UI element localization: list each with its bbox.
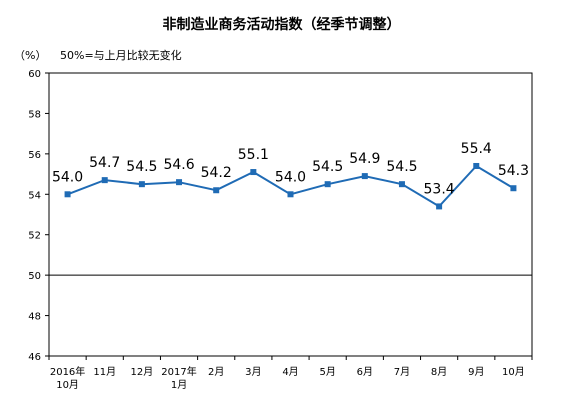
x-tick-label: 9月 — [468, 366, 484, 378]
y-tick-label: 46 — [28, 352, 41, 363]
x-tick-label: 1月 — [171, 379, 187, 391]
x-tick-label: 10月 — [56, 379, 79, 391]
y-tick-label: 50 — [28, 271, 41, 282]
x-tick-label: 8月 — [431, 366, 447, 378]
data-point — [250, 169, 257, 176]
data-label: 54.9 — [349, 151, 380, 167]
x-tick-label: 4月 — [282, 366, 298, 378]
data-point — [64, 191, 71, 198]
data-point — [510, 185, 517, 192]
data-label: 54.5 — [386, 159, 417, 175]
data-point — [361, 173, 368, 180]
data-label: 54.7 — [89, 155, 120, 171]
x-tick-label: 3月 — [245, 366, 261, 378]
y-tick-label: 60 — [28, 69, 41, 80]
data-label: 54.6 — [163, 157, 194, 173]
data-label: 54.2 — [201, 165, 232, 181]
data-label: 55.1 — [238, 147, 269, 163]
y-tick-label: 54 — [28, 190, 41, 201]
data-label: 54.0 — [275, 169, 306, 185]
reference-note: 50%=与上月比较无变化 — [60, 49, 182, 62]
data-point — [176, 179, 183, 186]
data-point — [101, 177, 108, 184]
x-tick-label: 2016年 — [50, 365, 85, 378]
data-label: 54.0 — [52, 169, 83, 185]
data-label: 54.3 — [498, 163, 529, 179]
y-tick-label: 58 — [28, 109, 41, 120]
y-tick-label: 52 — [28, 231, 41, 242]
x-tick-label: 2月 — [208, 366, 224, 378]
x-tick-label: 12月 — [131, 366, 154, 378]
x-tick-label: 5月 — [319, 366, 335, 378]
data-point — [213, 187, 220, 194]
data-point — [473, 162, 480, 169]
x-tick-label: 6月 — [357, 366, 373, 378]
data-point — [398, 181, 405, 188]
plot-frame — [48, 72, 533, 357]
y-axis-unit: （%） — [14, 49, 47, 62]
x-tick-label: 11月 — [93, 366, 116, 378]
chart-title: 非制造业商务活动指数（经季节调整） — [162, 17, 401, 33]
y-tick-label: 48 — [28, 312, 41, 323]
x-tick-label: 7月 — [394, 366, 410, 378]
data-label: 55.4 — [461, 141, 492, 157]
x-tick-label: 10月 — [502, 366, 525, 378]
data-point — [138, 181, 145, 188]
data-point — [436, 203, 443, 210]
x-tick-label: 2017年 — [161, 365, 196, 378]
y-tick-label: 56 — [28, 150, 41, 161]
data-point — [324, 181, 331, 188]
data-label: 54.5 — [126, 159, 157, 175]
data-point — [287, 191, 294, 198]
data-label: 54.5 — [312, 159, 343, 175]
data-label: 53.4 — [424, 181, 455, 197]
